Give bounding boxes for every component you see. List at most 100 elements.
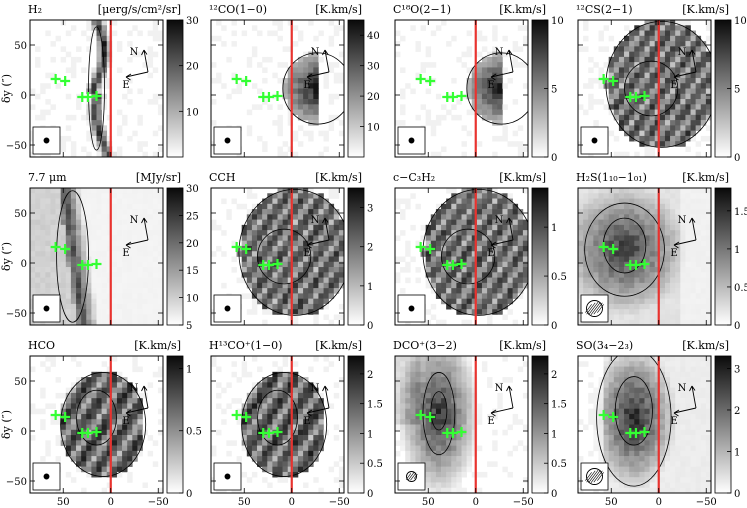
map-pixel: [664, 51, 671, 58]
map-pixel: [96, 219, 102, 226]
map-pixel: [116, 429, 123, 436]
map-pixel: [65, 93, 72, 100]
map-pixel: [91, 67, 97, 73]
map-pixel: [333, 267, 340, 273]
map-pixel: [257, 104, 263, 110]
map-pixel: [664, 56, 671, 63]
map-pixel: [267, 293, 273, 299]
map-pixel: [246, 408, 253, 415]
map-pixel: [101, 245, 108, 252]
map-pixel: [287, 282, 294, 289]
map-pixel: [675, 245, 681, 252]
map-pixel: [522, 235, 528, 241]
map-pixel: [685, 93, 691, 100]
map-pixel: [111, 261, 118, 268]
map-pixel: [497, 88, 503, 95]
map-pixel: [303, 104, 309, 110]
map-pixel: [670, 25, 676, 31]
map-pixel: [65, 219, 72, 226]
map-pixel: [262, 141, 268, 147]
map-pixel: [303, 193, 309, 199]
map-pixel: [649, 188, 656, 194]
map-pixel: [152, 235, 159, 241]
map-pixel: [86, 382, 92, 388]
map-pixel: [81, 387, 87, 394]
map-pixel: [76, 298, 82, 305]
map-pixel: [91, 240, 97, 247]
panel-unit: [μerg/s/cm²/sr]: [98, 3, 181, 16]
map-pixel: [96, 309, 102, 315]
map-pixel: [35, 282, 41, 289]
map-pixel: [76, 461, 82, 467]
map-pixel: [282, 466, 289, 473]
map-pixel: [502, 429, 508, 436]
map-pixel: [446, 387, 452, 394]
map-pixel: [297, 245, 304, 252]
map-pixel: [492, 303, 498, 310]
map-pixel: [231, 72, 237, 79]
map-pixel: [287, 377, 294, 383]
map-pixel: [441, 293, 447, 299]
map-pixel: [106, 309, 113, 315]
map-pixel: [430, 256, 437, 263]
map-pixel: [466, 224, 473, 231]
map-pixel: [297, 382, 304, 388]
map-pixel: [272, 235, 278, 241]
map-pixel: [481, 198, 488, 205]
map-pixel: [649, 109, 656, 116]
map-pixel: [122, 435, 128, 441]
map-pixel: [297, 450, 304, 457]
map-pixel: [415, 398, 421, 404]
map-pixel: [492, 83, 498, 89]
map-pixel: [517, 209, 524, 215]
map-pixel: [420, 104, 426, 110]
map-pixel: [313, 277, 319, 284]
map-pixel: [512, 256, 519, 263]
map-pixel: [649, 88, 656, 95]
map-pixel: [578, 235, 584, 241]
map-pixel: [318, 282, 324, 289]
map-pixel: [629, 203, 635, 210]
map-pixel: [420, 440, 426, 446]
map-pixel: [685, 288, 691, 294]
map-pixel: [262, 230, 268, 236]
map-pixel: [318, 277, 324, 284]
map-pixel: [654, 72, 661, 79]
compass-east-arrow: [125, 239, 149, 249]
map-pixel: [507, 245, 513, 252]
map-pixel: [588, 277, 594, 284]
map-pixel: [441, 245, 447, 252]
map-pixel: [127, 456, 133, 462]
map-pixel: [323, 293, 329, 299]
map-pixel: [695, 193, 702, 199]
map-pixel: [466, 235, 473, 241]
map-pixel: [400, 67, 406, 73]
map-pixel: [257, 235, 263, 241]
map-pixel: [323, 288, 329, 294]
map-pixel: [608, 256, 615, 263]
map-pixel: [277, 477, 283, 483]
map-pixel: [142, 141, 148, 147]
map-pixel: [101, 267, 108, 273]
map-pixel: [86, 114, 92, 121]
map-pixel: [96, 41, 102, 47]
map-pixel: [685, 245, 691, 252]
map-pixel: [157, 35, 163, 42]
map-pixel: [598, 99, 604, 105]
map-pixel: [705, 224, 711, 231]
map-pixel: [111, 419, 118, 425]
map-pixel: [476, 62, 483, 68]
map-pixel: [216, 77, 222, 84]
map-pixel: [435, 219, 442, 226]
map-pixel: [257, 403, 263, 409]
map-pixel: [685, 104, 691, 110]
map-pixel: [333, 435, 340, 441]
map-pixel: [578, 198, 584, 205]
map-pixel: [395, 41, 401, 47]
map-pixel: [451, 413, 457, 420]
map-pixel: [313, 104, 319, 110]
map-pixel: [60, 193, 67, 199]
map-pixel: [481, 193, 488, 199]
map-pixel: [430, 477, 437, 483]
map-pixel: [70, 293, 77, 299]
